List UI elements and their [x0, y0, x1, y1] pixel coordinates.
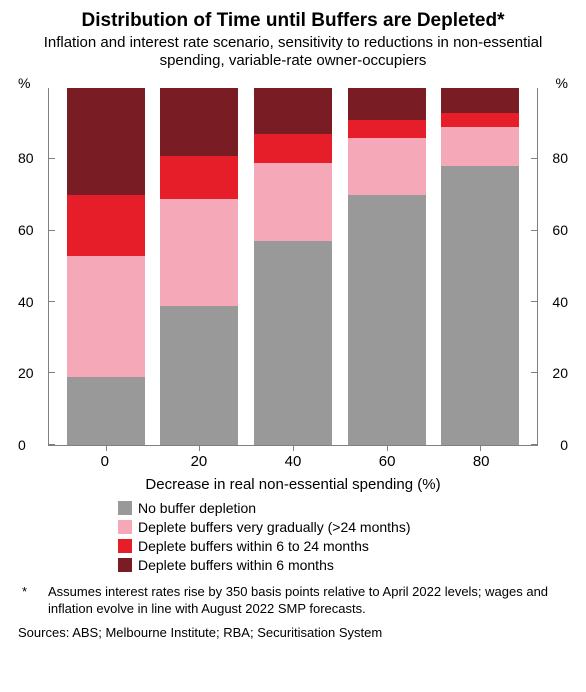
legend-label: Deplete buffers within 6 to 24 months: [138, 537, 369, 556]
x-tick-label: 0: [101, 453, 109, 470]
y-tick-label: 40: [18, 294, 34, 310]
legend-label: Deplete buffers within 6 months: [138, 556, 334, 575]
bar-segment: [254, 88, 332, 134]
bar-segment: [441, 127, 519, 166]
bar-segment: [441, 113, 519, 127]
bar-segment: [67, 88, 145, 195]
chart-area: % % 0 20 40 60 80 0 0 20 20 40 40 60 60 80 80: [18, 76, 568, 474]
x-tick-label: 40: [285, 453, 302, 470]
bar-segment: [67, 377, 145, 445]
legend: No buffer depletionDeplete buffers very …: [118, 499, 468, 575]
bar-column: [160, 88, 238, 445]
footnote-text: Assumes interest rates rise by 350 basis…: [48, 584, 568, 617]
bar-column: [441, 88, 519, 445]
legend-item: Deplete buffers within 6 months: [118, 556, 468, 575]
chart-title: Distribution of Time until Buffers are D…: [18, 10, 568, 32]
x-tick-label: 20: [191, 453, 208, 470]
bar-column: [67, 88, 145, 445]
legend-item: No buffer depletion: [118, 499, 468, 518]
y-axis-unit-left: %: [18, 75, 30, 91]
bar-segment: [67, 256, 145, 377]
bar-segment: [160, 199, 238, 306]
bar-segment: [67, 195, 145, 256]
y-tick-label: 20: [552, 365, 568, 381]
legend-swatch: [118, 539, 132, 553]
legend-label: No buffer depletion: [138, 499, 256, 518]
legend-swatch: [118, 501, 132, 515]
bar-segment: [348, 120, 426, 138]
y-tick-label: 80: [18, 150, 34, 166]
chart-subtitle: Inflation and interest rate scenario, se…: [18, 34, 568, 70]
plot-region: [48, 88, 538, 446]
y-tick-label: 80: [552, 150, 568, 166]
bar-segment: [441, 166, 519, 444]
sources-label: Sources:: [18, 625, 69, 640]
bar-segment: [441, 88, 519, 113]
bar-segment: [254, 241, 332, 444]
bar-segment: [348, 138, 426, 195]
footnote: * Assumes interest rates rise by 350 bas…: [18, 584, 568, 617]
y-tick-label: 60: [18, 222, 34, 238]
legend-item: Deplete buffers very gradually (>24 mont…: [118, 518, 468, 537]
x-tick-label: 60: [379, 453, 396, 470]
bar-segment: [348, 195, 426, 445]
y-tick-label: 0: [560, 437, 568, 453]
y-tick-label: 60: [552, 222, 568, 238]
footnote-mark: *: [18, 584, 48, 617]
bar-column: [348, 88, 426, 445]
legend-label: Deplete buffers very gradually (>24 mont…: [138, 518, 411, 537]
bar-segment: [348, 88, 426, 120]
bar-segment: [160, 306, 238, 445]
x-axis-title: Decrease in real non-essential spending …: [18, 476, 568, 493]
sources-text: ABS; Melbourne Institute; RBA; Securitis…: [72, 625, 382, 640]
y-tick-label: 20: [18, 365, 34, 381]
legend-swatch: [118, 520, 132, 534]
legend-item: Deplete buffers within 6 to 24 months: [118, 537, 468, 556]
bar-segment: [160, 88, 238, 156]
bar-column: [254, 88, 332, 445]
sources-line: Sources: ABS; Melbourne Institute; RBA; …: [18, 625, 568, 640]
x-tick-label: 80: [473, 453, 490, 470]
y-tick-label: 0: [18, 437, 26, 453]
y-tick-label: 40: [552, 294, 568, 310]
x-tick-labels: 0 20 40 60 80: [48, 450, 538, 470]
bar-segment: [254, 134, 332, 163]
bar-segment: [254, 163, 332, 242]
y-axis-unit-right: %: [556, 75, 568, 91]
legend-swatch: [118, 558, 132, 572]
bar-segment: [160, 156, 238, 199]
